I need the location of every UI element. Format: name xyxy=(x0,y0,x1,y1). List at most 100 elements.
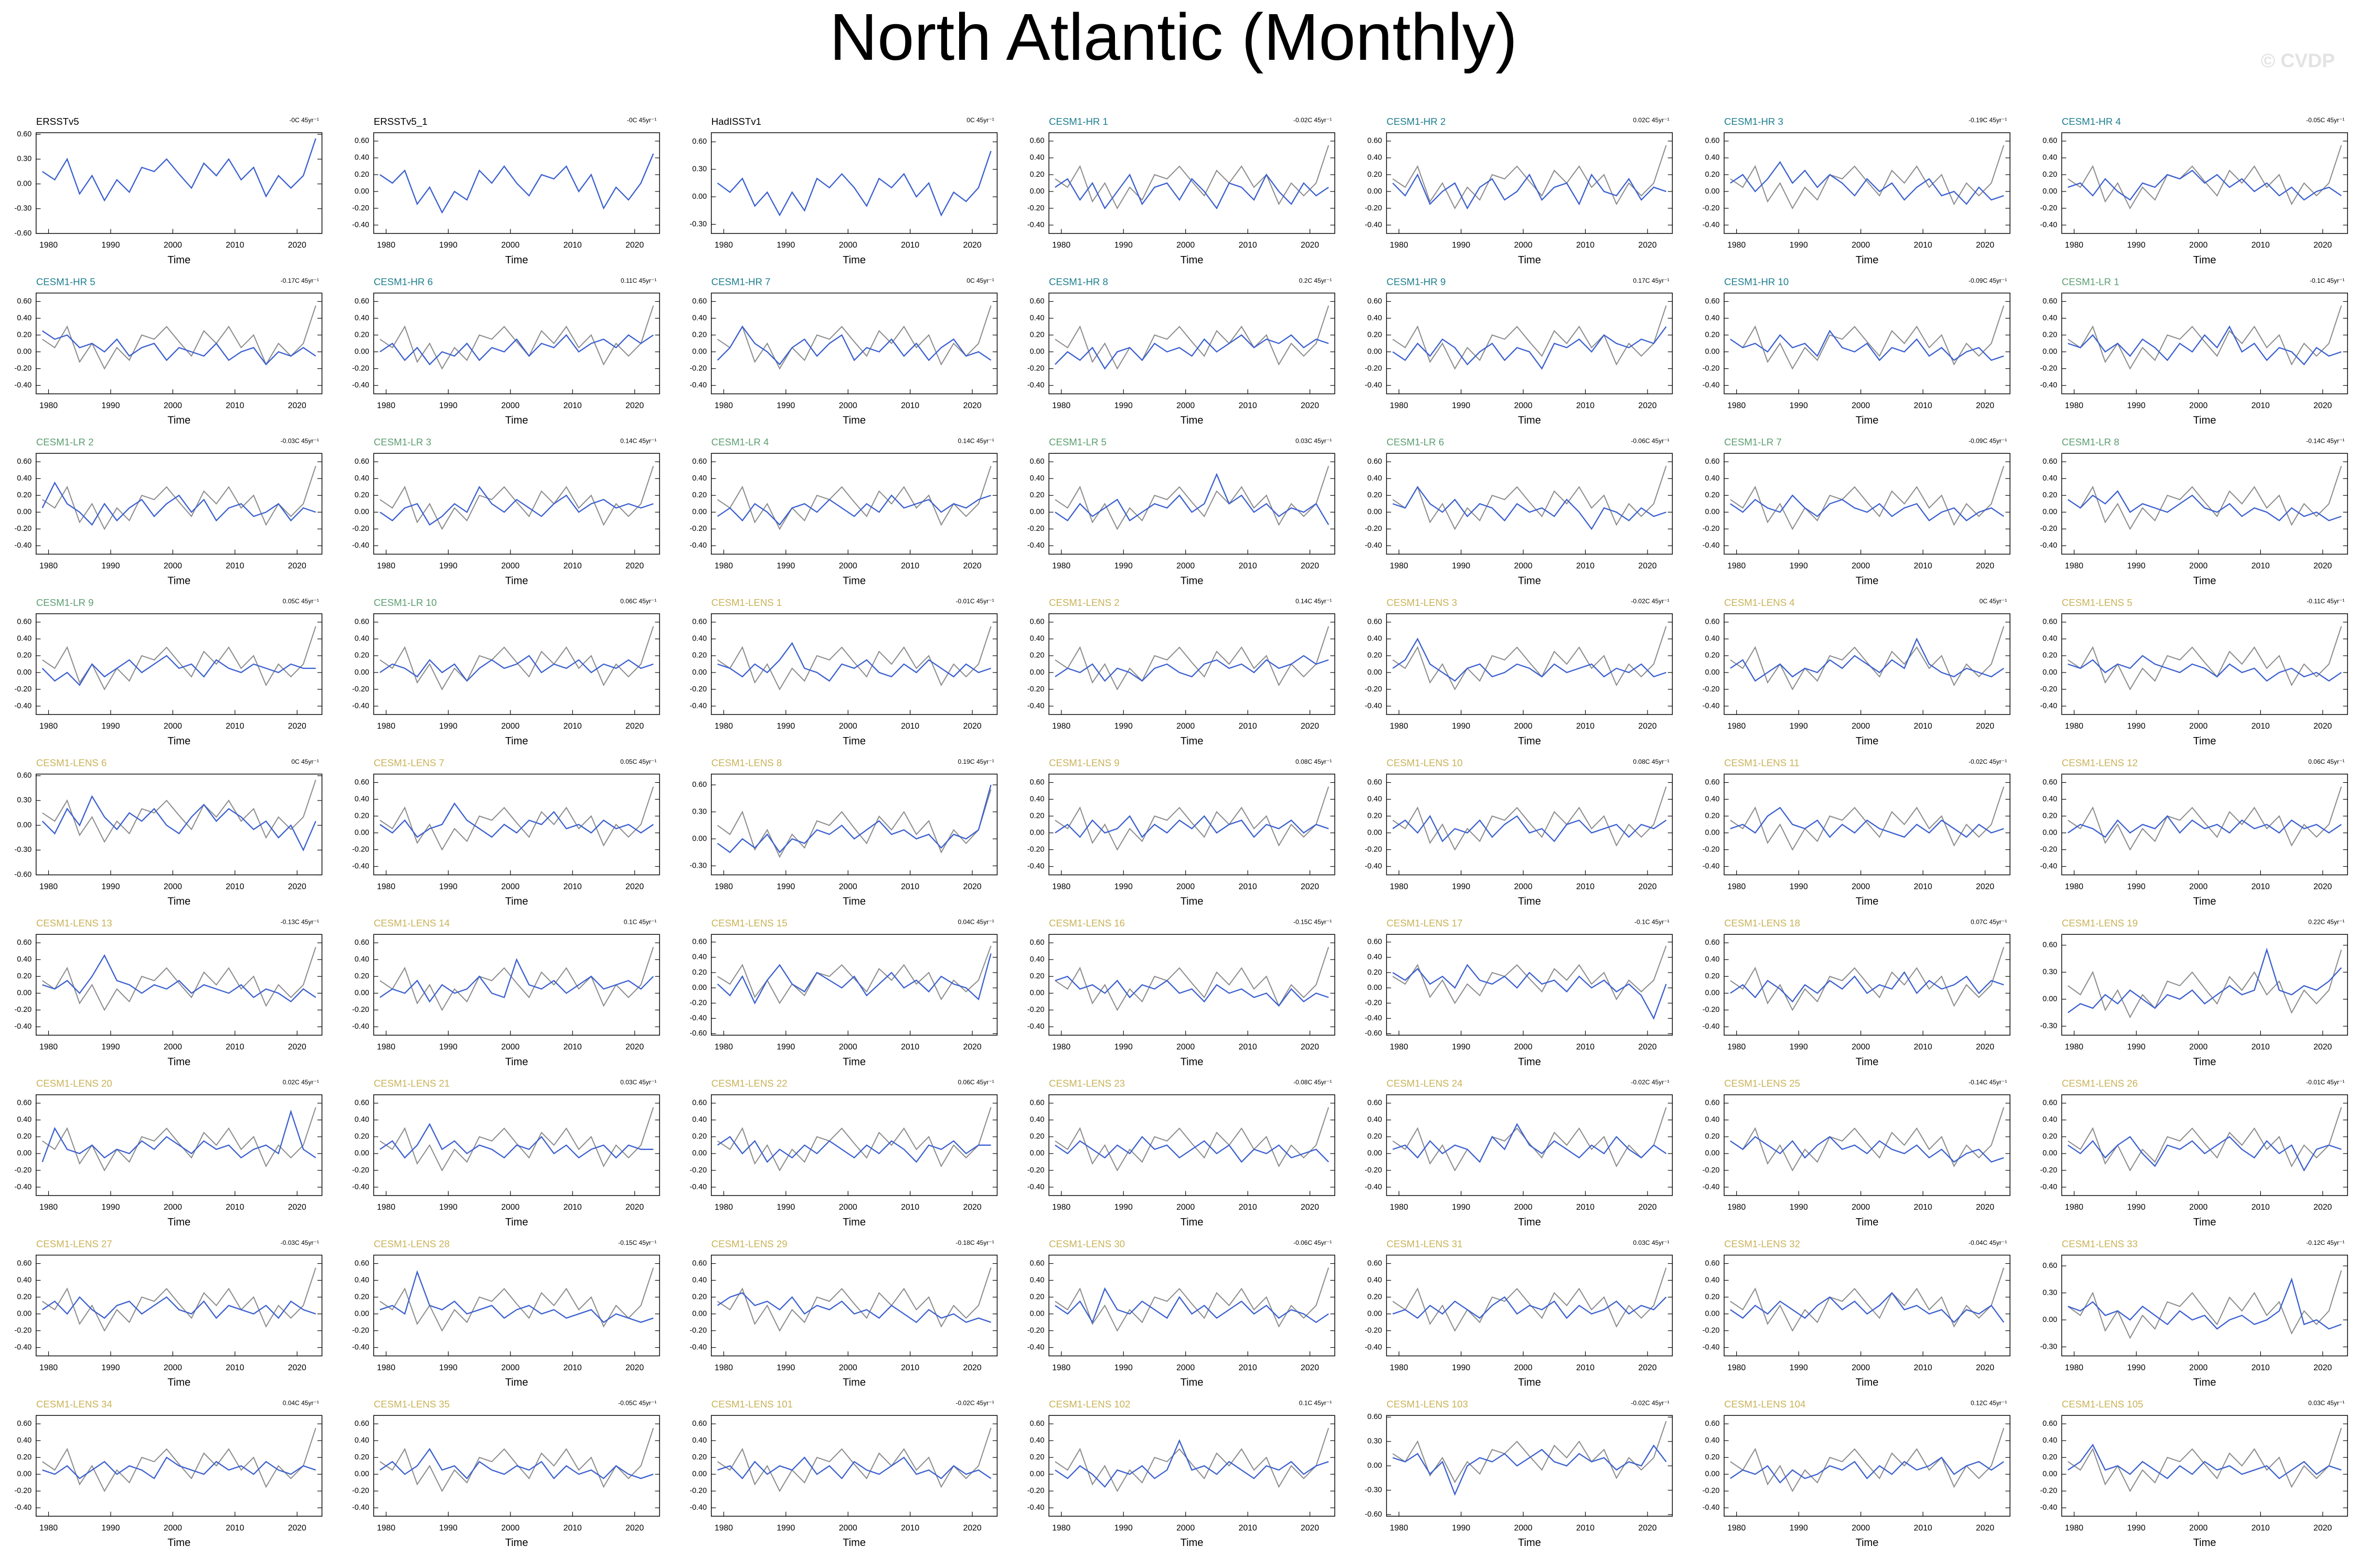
y-tick-label: 0.00 xyxy=(1030,347,1045,356)
x-tick-label: 2020 xyxy=(288,722,306,731)
trend-label: -0.02C 45yr⁻¹ xyxy=(1631,598,1669,605)
y-tick-label: -0.40 xyxy=(15,381,32,389)
x-tick-label: 2010 xyxy=(226,722,244,731)
y-tick-label: 0.40 xyxy=(1367,795,1382,803)
y-tick-label: 0.20 xyxy=(355,491,369,499)
trend-label: 0.07C 45yr⁻¹ xyxy=(1971,918,2007,925)
y-tick-label: 0.40 xyxy=(1030,635,1045,643)
reference-line xyxy=(1055,1107,1330,1172)
plot-frame xyxy=(1386,1415,1673,1517)
x-axis-title: Time xyxy=(1855,1217,1878,1228)
plot-frame xyxy=(1048,934,1335,1036)
x-tick-label: 1990 xyxy=(1790,1042,1808,1051)
x-tick-label: 1980 xyxy=(377,1203,395,1212)
plot-frame xyxy=(1386,453,1673,555)
x-tick-label: 2010 xyxy=(2251,561,2270,570)
panel-title: CESM1-LENS 12 xyxy=(2062,757,2138,768)
x-tick-label: 2020 xyxy=(1301,722,1319,731)
reference-line xyxy=(1055,946,1330,1011)
plot-frame xyxy=(710,292,998,394)
y-tick-label: 0.30 xyxy=(17,155,31,163)
x-tick-label: 1980 xyxy=(1390,1363,1408,1372)
x-tick-label: 2020 xyxy=(2313,882,2332,891)
y-tick-label: -0.20 xyxy=(689,525,707,533)
x-tick-label: 2010 xyxy=(2251,241,2270,250)
x-tick-label: 1990 xyxy=(2127,882,2145,891)
x-axis-title: Time xyxy=(1181,575,1204,586)
trend-label: -0.02C 45yr⁻¹ xyxy=(956,1399,994,1406)
series-line xyxy=(1055,334,1329,370)
y-tick-label: 0.20 xyxy=(1367,491,1382,499)
reference-line xyxy=(1730,626,2004,691)
y-tick-label: -0.40 xyxy=(1027,1343,1045,1351)
panel-title: CESM1-LENS 19 xyxy=(2062,918,2138,929)
x-tick-label: 2000 xyxy=(1176,1042,1195,1051)
y-tick-label: 0.20 xyxy=(2043,330,2057,339)
trend-label: -0C 45yr⁻¹ xyxy=(289,116,319,124)
x-tick-label: 1980 xyxy=(2065,241,2084,250)
x-tick-label: 1990 xyxy=(439,401,458,410)
y-tick-label: -0.20 xyxy=(689,1487,707,1495)
y-tick-label: 0.60 xyxy=(1367,618,1382,626)
y-tick-label: 0.20 xyxy=(355,652,369,660)
panel-title: CESM1-HR 7 xyxy=(711,276,771,287)
y-tick-label: 0.60 xyxy=(2043,1099,2057,1107)
x-axis-title: Time xyxy=(843,1056,866,1068)
reference-line xyxy=(1392,1267,1667,1332)
x-tick-label: 1980 xyxy=(1052,1523,1070,1532)
y-tick-label: 0.00 xyxy=(2043,668,2057,677)
x-tick-label: 2010 xyxy=(901,1523,919,1532)
x-tick-label: 2010 xyxy=(226,1042,244,1051)
y-tick-label: 0.60 xyxy=(17,618,31,626)
y-tick-label: -0.20 xyxy=(1365,685,1382,694)
series-line xyxy=(1393,1123,1667,1163)
series-line xyxy=(379,802,654,838)
reference-line xyxy=(1392,465,1667,530)
reference-line xyxy=(1730,946,2004,1011)
trend-label: -0.15C 45yr⁻¹ xyxy=(618,1239,656,1246)
x-tick-label: 2000 xyxy=(1514,722,1533,731)
series-line xyxy=(379,153,654,214)
y-tick-label: 0.00 xyxy=(1030,508,1045,516)
trend-label: -0.04C 45yr⁻¹ xyxy=(1969,1239,2007,1246)
x-tick-label: 2000 xyxy=(2189,1203,2207,1212)
x-tick-label: 2010 xyxy=(564,401,582,410)
x-tick-label: 2020 xyxy=(288,1203,306,1212)
y-tick-label: 0.20 xyxy=(692,330,707,339)
y-tick-label: -0.20 xyxy=(1703,685,1720,694)
plot-frame xyxy=(2061,453,2348,555)
panel-title: CESM1-LENS 104 xyxy=(1724,1399,1805,1410)
y-tick-label: -0.40 xyxy=(1703,702,1720,710)
plot-frame xyxy=(1386,1254,1673,1357)
y-tick-label: -0.20 xyxy=(2040,685,2057,694)
y-tick-label: 0.40 xyxy=(1705,795,1719,803)
credit: © CVDP xyxy=(2261,49,2335,71)
series-line xyxy=(717,325,992,366)
series-line xyxy=(41,1110,316,1162)
trend-label: 0.06C 45yr⁻¹ xyxy=(620,598,656,605)
x-axis-title: Time xyxy=(2193,254,2216,266)
x-tick-label: 2010 xyxy=(2251,401,2270,410)
trend-label: 0.08C 45yr⁻¹ xyxy=(1295,758,1332,765)
y-tick-label: 0.60 xyxy=(355,618,369,626)
panel-title: CESM1-LENS 31 xyxy=(1387,1238,1463,1249)
x-tick-label: 1980 xyxy=(1052,401,1070,410)
x-tick-label: 1980 xyxy=(1052,722,1070,731)
x-tick-label: 2020 xyxy=(625,722,644,731)
y-tick-label: 0.40 xyxy=(17,955,31,964)
x-tick-label: 2000 xyxy=(2189,1523,2207,1532)
x-tick-label: 2000 xyxy=(164,1523,182,1532)
trend-label: 0.05C 45yr⁻¹ xyxy=(620,758,656,765)
y-tick-label: 0.00 xyxy=(1030,187,1045,196)
reference-line xyxy=(42,305,316,370)
y-tick-label: -0.20 xyxy=(2040,204,2057,212)
y-tick-label: 0.20 xyxy=(1705,1133,1719,1141)
x-tick-label: 2000 xyxy=(501,1523,519,1532)
x-tick-label: 2000 xyxy=(1852,561,1870,570)
y-tick-label: 0.40 xyxy=(2043,314,2057,322)
y-tick-label: -0.40 xyxy=(352,1183,369,1191)
x-tick-label: 1980 xyxy=(1390,1042,1408,1051)
plot-frame xyxy=(373,934,660,1036)
x-tick-label: 2010 xyxy=(1239,561,1257,570)
y-tick-label: 0.00 xyxy=(692,984,707,992)
